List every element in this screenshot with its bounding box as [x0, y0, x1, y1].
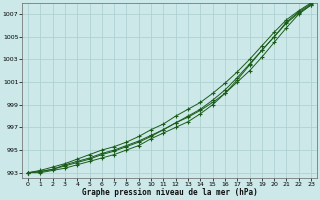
X-axis label: Graphe pression niveau de la mer (hPa): Graphe pression niveau de la mer (hPa) [82, 188, 257, 197]
